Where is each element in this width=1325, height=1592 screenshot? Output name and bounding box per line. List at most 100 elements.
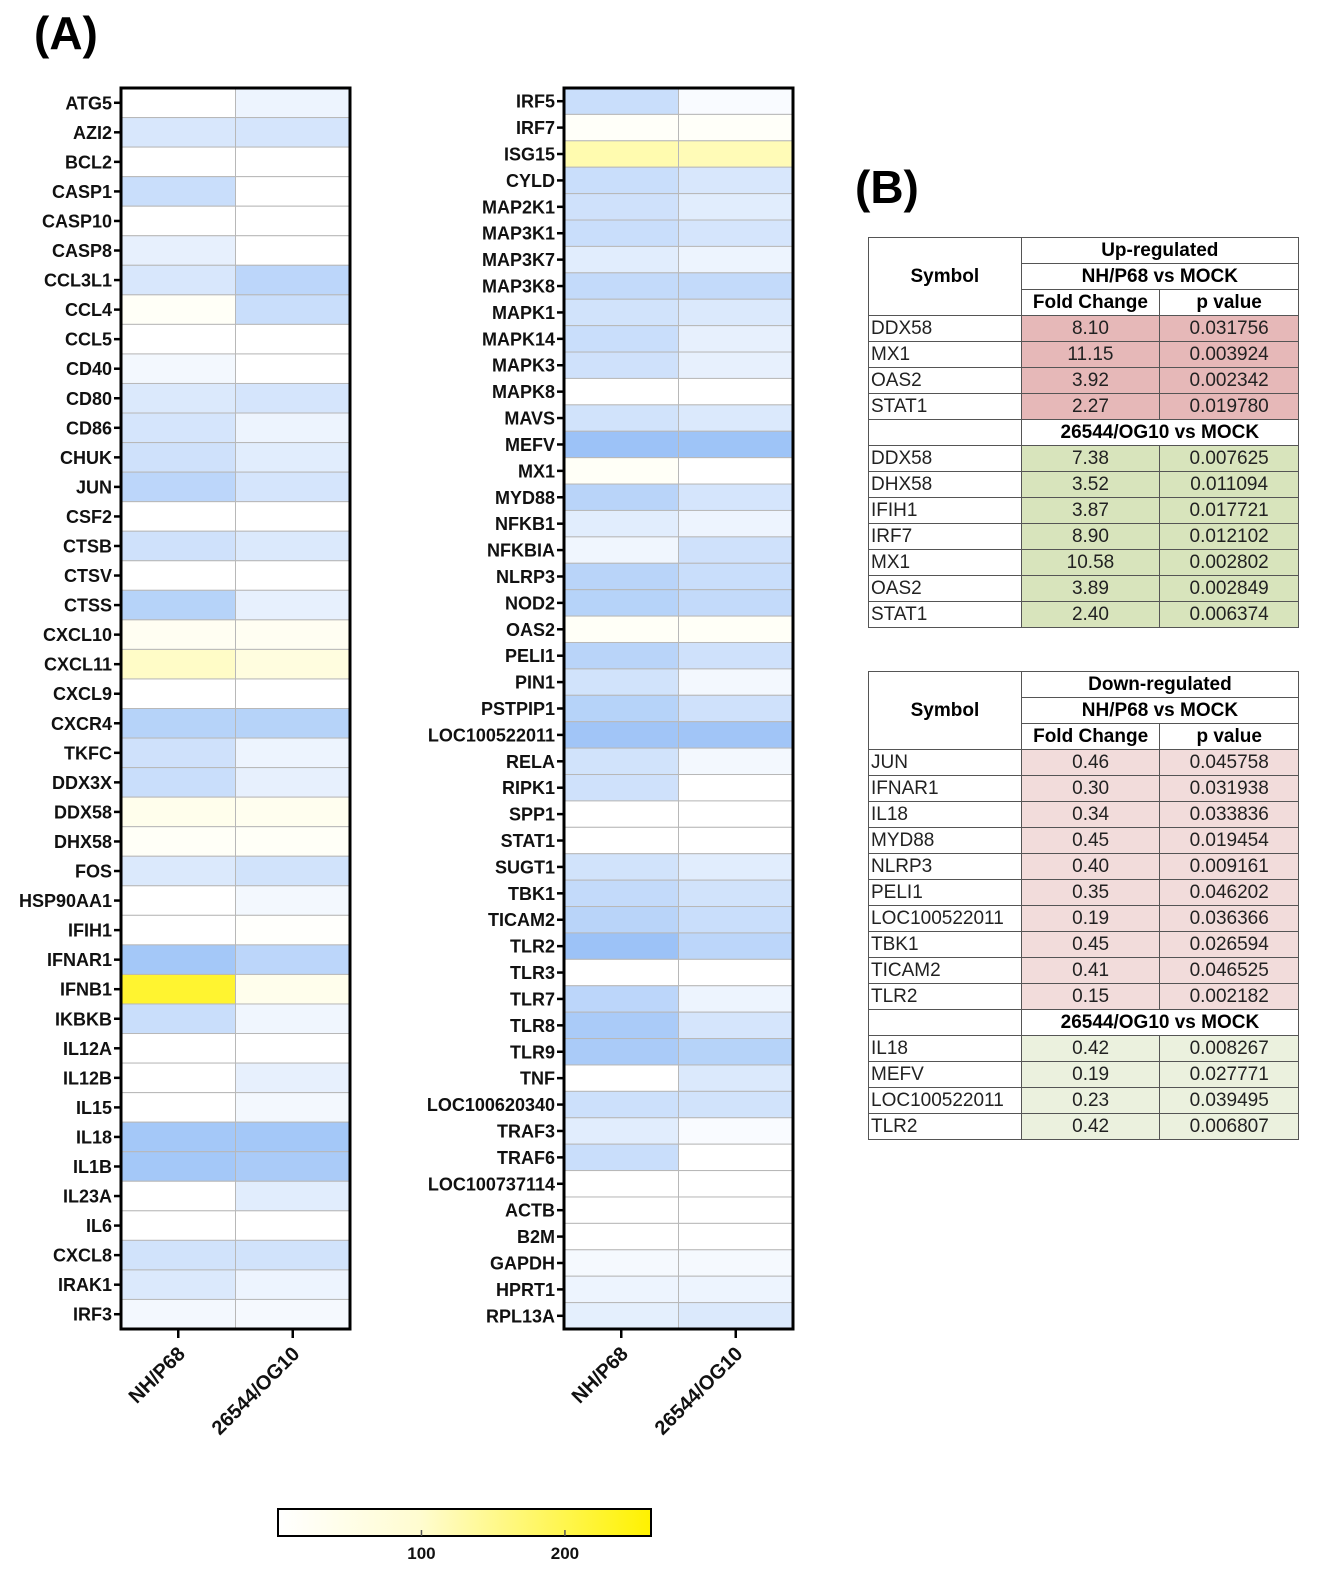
row-label: CASP10 — [42, 211, 112, 231]
row-label: IRF3 — [73, 1305, 112, 1325]
symbol-cell: OAS2 — [868, 575, 1022, 602]
heatmap-cell — [678, 272, 794, 300]
p-value-cell: 0.006374 — [1159, 601, 1299, 628]
heatmap-cell — [678, 562, 794, 591]
symbol-cell: NLRP3 — [868, 853, 1022, 880]
row-label: TICAM2 — [488, 910, 555, 930]
heatmap-cell — [235, 885, 351, 916]
heatmap-cell — [120, 323, 236, 355]
heatmap-cell — [235, 1210, 351, 1241]
p-value-cell: 0.002802 — [1159, 549, 1299, 576]
p-value-cell: 0.007625 — [1159, 445, 1299, 472]
heatmap-cell — [678, 351, 794, 379]
row-label: TLR8 — [510, 1016, 555, 1036]
p-value-cell: 0.019454 — [1159, 827, 1299, 854]
colorbar-gradient — [277, 1508, 652, 1537]
heatmap-cell — [120, 796, 236, 828]
heatmap-cell — [120, 87, 236, 119]
heatmap-cell — [563, 1143, 679, 1172]
heatmap-cell — [235, 973, 351, 1005]
heatmap-cell — [678, 853, 794, 881]
symbol-cell: TLR2 — [868, 983, 1022, 1010]
table-row: TBK1 0.45 0.026594 — [868, 931, 1299, 958]
table-row: LOC100522011 0.23 0.039495 — [868, 1087, 1299, 1114]
row-label: CCL5 — [65, 330, 112, 350]
heatmap-cell — [563, 641, 679, 670]
heatmap-cell — [120, 1121, 236, 1153]
table-row: IFNAR1 0.30 0.031938 — [868, 775, 1299, 802]
table-row: DDX58 7.38 0.007625 — [868, 445, 1299, 472]
row-label: LOC100737114 — [428, 1174, 555, 1194]
symbol-cell: STAT1 — [868, 393, 1022, 420]
row-label: OAS2 — [506, 620, 555, 640]
heatmap-cell — [678, 166, 794, 195]
p-value-cell: 0.019780 — [1159, 393, 1299, 420]
table-row: IFIH1 3.87 0.017721 — [868, 497, 1299, 524]
heatmap-cell — [235, 619, 351, 650]
heatmap-cell — [235, 117, 351, 148]
heatmap-cell — [120, 235, 236, 266]
table-row: IL18 0.42 0.008267 — [868, 1035, 1299, 1062]
row-label: CTSB — [63, 536, 112, 556]
heatmap-cell — [678, 140, 794, 168]
row-label: B2M — [517, 1227, 555, 1247]
heatmap-cell — [563, 1011, 679, 1040]
heatmap-cell — [235, 1062, 351, 1094]
heatmap-cell — [235, 205, 351, 237]
symbol-cell: OAS2 — [868, 367, 1022, 394]
heatmap-cell — [678, 747, 794, 776]
symbol-cell: JUN — [868, 749, 1022, 776]
row-label: TRAF6 — [497, 1148, 555, 1168]
heatmap-cell — [235, 855, 351, 887]
heatmap-cell — [563, 1196, 679, 1224]
row-label: IRF7 — [516, 118, 555, 138]
column-label: 26544/OG10 — [651, 1343, 748, 1440]
row-label: HSP90AA1 — [19, 891, 112, 911]
row-label: IL15 — [76, 1098, 112, 1118]
heatmap-cell — [235, 1269, 351, 1300]
row-label: CXCL11 — [44, 655, 112, 675]
heatmap-cell — [235, 1298, 351, 1330]
column-label: NH/P68 — [568, 1343, 633, 1408]
heatmap-cell — [120, 176, 236, 207]
heatmap-cell — [120, 353, 236, 384]
heatmap-cell — [120, 1151, 236, 1182]
heatmap-cell — [678, 1117, 794, 1145]
row-label: MAVS — [504, 409, 555, 429]
heatmap-cell — [120, 648, 236, 680]
heatmap-cell — [563, 298, 679, 327]
row-label: CXCL9 — [53, 684, 112, 704]
fold-change-cell: 11.15 — [1020, 341, 1161, 368]
heatmap-cell — [563, 193, 679, 221]
heatmap-cell — [678, 1170, 794, 1198]
row-label: BCL2 — [65, 152, 112, 172]
heatmap-cell — [563, 562, 679, 591]
heatmap-cell — [120, 412, 236, 444]
p-value-cell: 0.046525 — [1159, 957, 1299, 984]
table-row: LOC100522011 0.19 0.036366 — [868, 905, 1299, 932]
heatmap-cell — [235, 353, 351, 384]
p-value-cell: 0.036366 — [1159, 905, 1299, 932]
heatmap-cell — [678, 536, 794, 564]
group-header: 26544/OG10 vs MOCK — [1020, 419, 1300, 446]
heatmap-cell — [120, 205, 236, 237]
fold-change-header: Fold Change — [1020, 289, 1161, 316]
row-label: NOD2 — [505, 593, 555, 613]
heatmap-cell — [120, 885, 236, 916]
table-row: MX1 10.58 0.002802 — [868, 549, 1299, 576]
heatmap-cell — [678, 1064, 794, 1092]
symbol-cell: IFNAR1 — [868, 775, 1022, 802]
heatmap-cell — [563, 1038, 679, 1066]
row-label: CSF2 — [66, 507, 112, 527]
table-row: IL18 0.34 0.033836 — [868, 801, 1299, 828]
table-row: DHX58 3.52 0.011094 — [868, 471, 1299, 498]
heatmap-cell — [678, 615, 794, 643]
p-value-cell: 0.009161 — [1159, 853, 1299, 880]
heatmap-cell — [120, 1239, 236, 1271]
heatmap-cell — [235, 560, 351, 591]
heatmap-cell — [235, 87, 351, 119]
fold-change-cell: 0.45 — [1020, 827, 1161, 854]
heatmap-cell — [120, 382, 236, 414]
heatmap-cell — [563, 932, 679, 960]
heatmap-cell — [235, 471, 351, 503]
